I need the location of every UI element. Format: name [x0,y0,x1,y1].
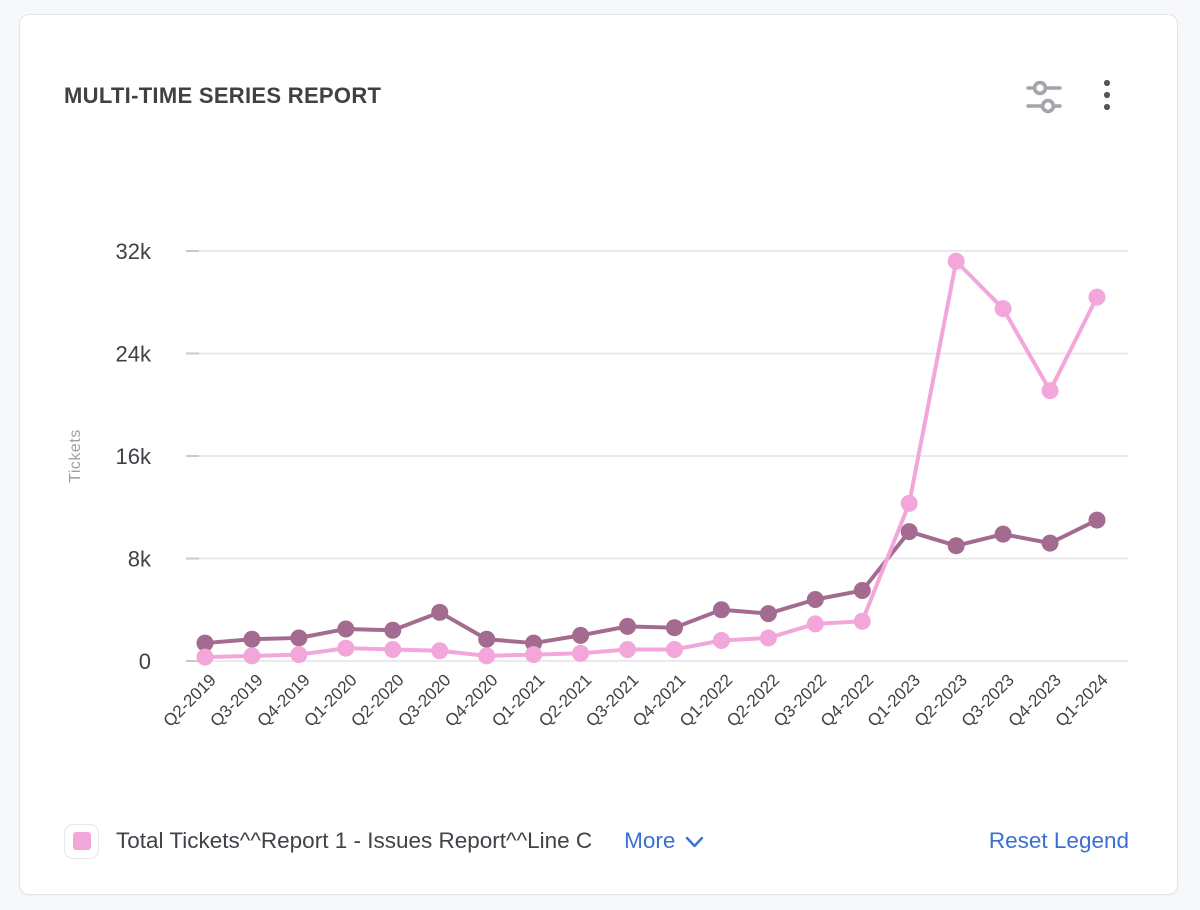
sliders-icon [1026,80,1062,114]
legend-more-button[interactable]: More [624,828,704,854]
legend-toggle[interactable] [64,823,99,859]
svg-text:24k: 24k [116,342,152,367]
chart-settings-button[interactable] [1020,75,1068,120]
svg-text:32k: 32k [116,239,152,264]
svg-text:Q1-2024: Q1-2024 [1052,670,1112,730]
more-options-button[interactable] [1094,73,1120,124]
report-title: MULTI-TIME SERIES REPORT [64,83,382,108]
reset-legend-button[interactable]: Reset Legend [988,828,1129,853]
chevron-down-icon [686,836,704,848]
svg-text:Tickets: Tickets [67,429,84,483]
legend-swatch [72,832,91,850]
report-card: MULTI-TIME SERIES REPORT 0 8k 16k 24k 32k Tic… [19,14,1178,895]
legend: Total Tickets^^Report 1 - Issues Report^… [64,813,1129,869]
legend-item-label: Total Tickets^^Report 1 - Issues Report^… [116,828,593,853]
svg-text:8k: 8k [128,547,152,572]
kebab-menu-icon [1103,79,1111,111]
svg-text:0: 0 [139,649,151,674]
svg-text:16k: 16k [116,444,152,469]
more-label: More [624,828,676,853]
chart-canvas: 08k16k24k32kTicketsQ2-2019Q3-2019Q4-2019… [67,239,1128,731]
